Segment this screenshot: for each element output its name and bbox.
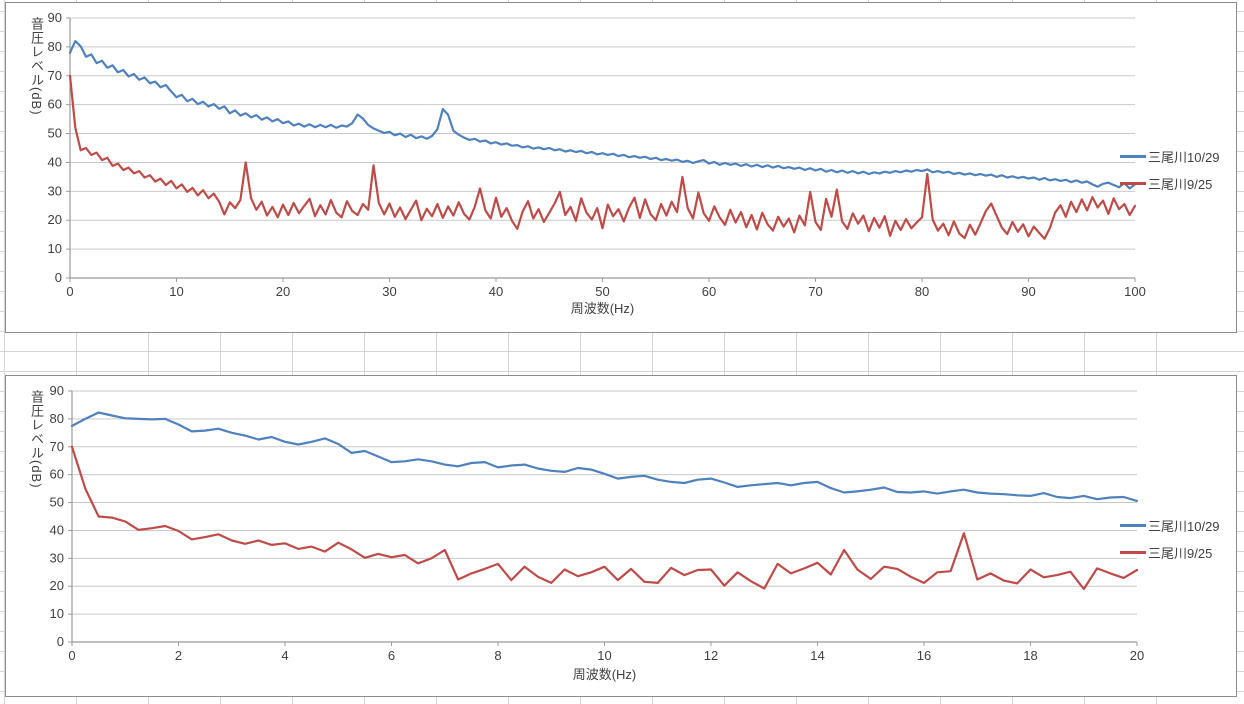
x-axis-title: 周波数(Hz) [570,301,635,316]
x-axis-title: 周波数(Hz) [572,667,637,682]
x-tick-label: 90 [1021,284,1035,299]
x-tick-label: 60 [702,284,716,299]
x-tick-label: 20 [1130,648,1144,663]
legend: 三尾川10/29 三尾川9/25 [1120,143,1220,197]
x-tick-label: 70 [808,284,822,299]
x-tick-label: 16 [917,648,931,663]
x-tick-label: 6 [388,648,395,663]
y-tick-label: 70 [50,439,64,454]
series-line-0[interactable] [68,39,1137,190]
x-tick-label: 30 [382,284,396,299]
y-tick-label: 50 [50,495,64,510]
y-tick-label: 20 [50,578,64,593]
x-tick-label: 10 [597,648,611,663]
legend-line-icon [1120,155,1146,158]
y-tick-label: 40 [50,522,64,537]
y-tick-label: 50 [48,126,62,141]
legend-label: 三尾川9/25 [1148,546,1213,561]
legend-item[interactable]: 三尾川9/25 [1120,539,1220,566]
x-tick-label: 4 [281,648,288,663]
legend: 三尾川10/29 三尾川9/25 [1120,512,1220,566]
chart-frequency-0-20[interactable]: 0 10 20 30 40 50 60 70 80 90 0 2 4 6 8 10 12 14 16 18 20 音圧レ… [5,375,1237,697]
series-line-1[interactable] [68,74,1137,240]
x-tick-label: 10 [169,284,183,299]
y-tick-label: 30 [50,550,64,565]
y-tick-label: 0 [57,634,64,649]
legend-label: 三尾川9/25 [1148,177,1213,192]
y-tick-label: 60 [48,97,62,112]
y-axis-title: 音圧レベル(dB) [29,17,44,116]
legend-line-icon [1120,182,1146,185]
legend-label: 三尾川10/29 [1148,519,1220,534]
y-tick-label: 40 [48,154,62,169]
y-tick-label: 90 [50,383,64,398]
legend-item[interactable]: 三尾川10/29 [1120,143,1220,170]
y-tick-label: 10 [50,606,64,621]
series-line-1[interactable] [70,445,1139,591]
legend-item[interactable]: 三尾川10/29 [1120,512,1220,539]
plot-area: 0 10 20 30 40 50 60 70 80 90 0 10 20 30 40 50 60 70 80 90 10… [48,10,1146,299]
plot-area: 0 10 20 30 40 50 60 70 80 90 0 2 4 6 8 10 12 14 16 18 20 [50,383,1145,663]
legend-label: 三尾川10/29 [1148,150,1220,165]
x-tick-label: 8 [494,648,501,663]
series-line-0[interactable] [70,411,1139,503]
x-tick-label: 0 [68,648,75,663]
x-tick-label: 100 [1124,284,1146,299]
legend-item[interactable]: 三尾川9/25 [1120,170,1220,197]
y-tick-label: 0 [55,270,62,285]
legend-line-icon [1120,524,1146,527]
y-tick-label: 90 [48,10,62,25]
legend-line-icon [1120,551,1146,554]
x-tick-label: 18 [1023,648,1037,663]
y-tick-label: 10 [48,241,62,256]
x-tick-label: 2 [175,648,182,663]
y-tick-label: 70 [48,68,62,83]
x-tick-label: 20 [276,284,290,299]
x-tick-label: 80 [915,284,929,299]
chart-frequency-0-100[interactable]: 0 10 20 30 40 50 60 70 80 90 0 10 20 30 40 50 60 70 80 90 10… [5,2,1237,333]
x-tick-label: 50 [595,284,609,299]
y-tick-label: 80 [48,39,62,54]
y-tick-label: 30 [48,183,62,198]
y-tick-label: 80 [50,411,64,426]
x-tick-label: 12 [704,648,718,663]
y-tick-label: 20 [48,212,62,227]
y-tick-label: 60 [50,467,64,482]
x-tick-label: 0 [66,284,73,299]
x-tick-label: 14 [810,648,824,663]
x-tick-label: 40 [489,284,503,299]
y-axis-title: 音圧レベル(dB) [29,390,44,489]
